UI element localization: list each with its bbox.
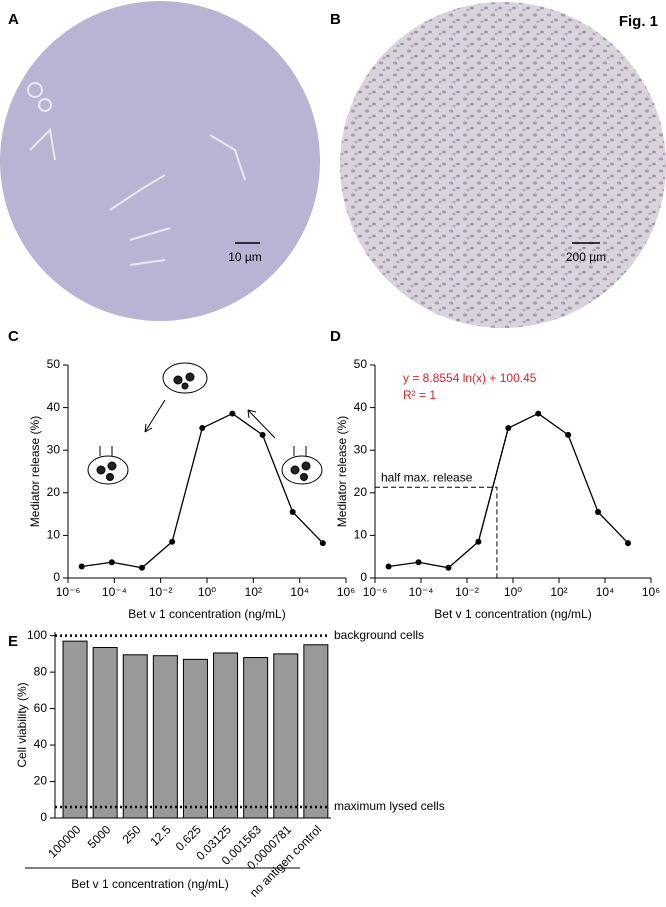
data-point xyxy=(229,410,236,417)
x-tick-label: 100000 xyxy=(45,822,83,860)
data-point xyxy=(108,559,115,566)
micrograph-a xyxy=(0,1,320,321)
x-tick-label: 10⁰ xyxy=(198,585,216,599)
x-axis-label: Bet v 1 concentration (ng/mL) xyxy=(71,877,228,891)
x-tick-label: 10⁻² xyxy=(149,585,173,599)
bar xyxy=(152,655,178,819)
y-tick-label: 0 xyxy=(40,810,47,824)
x-tick-label: 10⁻⁴ xyxy=(409,585,434,599)
equation: y = 8.8554 ln(x) + 100.45 xyxy=(403,371,537,385)
y-tick-label: 80 xyxy=(34,664,48,678)
data-point xyxy=(319,540,326,547)
data-point xyxy=(595,508,602,515)
y-tick-label: 10 xyxy=(47,528,61,542)
bar xyxy=(243,657,269,819)
data-point xyxy=(535,410,542,417)
bar xyxy=(62,640,88,819)
panel-label: C xyxy=(8,328,19,345)
y-tick-label: 0 xyxy=(360,570,367,584)
data-point xyxy=(625,540,631,547)
x-tick-label: 10⁻⁴ xyxy=(102,585,127,599)
y-tick-label: 50 xyxy=(354,357,368,371)
y-axis-label: Mediator release (%) xyxy=(335,416,349,527)
annotation: half max. release xyxy=(381,470,473,484)
y-tick-label: 30 xyxy=(354,442,368,456)
x-tick-label: 10⁶ xyxy=(337,585,355,599)
bar xyxy=(303,644,329,819)
data-point xyxy=(138,564,145,571)
data-point xyxy=(505,425,512,432)
data-line xyxy=(388,412,629,569)
reference-label: background cells xyxy=(334,628,424,642)
data-point xyxy=(78,563,85,570)
x-tick-label: 250 xyxy=(120,822,144,846)
bar xyxy=(122,654,148,819)
y-tick-label: 40 xyxy=(34,737,48,751)
y-tick-label: 100 xyxy=(27,628,47,642)
y-tick-label: 60 xyxy=(34,701,48,715)
bar xyxy=(182,658,208,819)
data-line xyxy=(81,412,324,569)
y-tick-label: 30 xyxy=(47,442,61,456)
x-tick-label: 10⁴ xyxy=(596,585,615,599)
x-tick-label: 10⁻⁶ xyxy=(56,585,81,599)
reference-label: maximum lysed cells xyxy=(334,799,445,813)
data-point xyxy=(565,431,572,438)
scale-label: 200 µm xyxy=(566,250,606,264)
y-tick-label: 20 xyxy=(354,485,368,499)
x-tick-label: 10⁻² xyxy=(455,585,479,599)
y-tick-label: 20 xyxy=(34,774,48,788)
data-point xyxy=(199,425,206,432)
cell-illustrations xyxy=(87,362,323,485)
panel-label: A xyxy=(8,11,19,28)
half-max-line xyxy=(375,486,498,578)
y-axis-label: Mediator release (%) xyxy=(28,416,42,527)
bar xyxy=(92,647,118,819)
bar xyxy=(213,652,239,819)
r-squared: R² = 1 xyxy=(403,388,436,402)
x-tick-label: 10² xyxy=(245,585,262,599)
x-tick-label: 10² xyxy=(550,585,567,599)
data-point xyxy=(445,564,452,571)
data-point xyxy=(289,508,296,515)
x-tick-label: 10⁶ xyxy=(642,585,660,599)
y-tick-label: 40 xyxy=(354,400,368,414)
panel-label: E xyxy=(8,633,18,650)
y-tick-label: 0 xyxy=(53,570,60,584)
y-tick-label: 10 xyxy=(354,528,368,542)
data-point xyxy=(169,538,176,545)
y-tick-label: 20 xyxy=(47,485,61,499)
data-point xyxy=(415,559,422,566)
figure-label: Fig. 1 xyxy=(619,13,658,30)
scale-label: 10 µm xyxy=(228,250,262,264)
x-axis-label: Bet v 1 concentration (ng/mL) xyxy=(128,607,285,621)
x-tick-label: 5000 xyxy=(85,822,114,851)
panel-label: B xyxy=(330,11,341,28)
bar xyxy=(273,653,299,819)
data-point xyxy=(259,431,266,438)
cells-a xyxy=(27,82,246,266)
x-tick-label: 12.5 xyxy=(147,822,174,849)
y-axis-label: Cell viability (%) xyxy=(15,682,29,767)
data-point xyxy=(385,563,392,570)
x-tick-label: 10⁻⁶ xyxy=(363,585,388,599)
data-point xyxy=(475,538,482,545)
x-axis-label: Bet v 1 concentration (ng/mL) xyxy=(434,607,591,621)
cells-b xyxy=(340,2,666,328)
panel-label: D xyxy=(330,328,341,345)
y-tick-label: 40 xyxy=(47,400,61,414)
y-tick-label: 50 xyxy=(47,357,61,371)
x-tick-label: 10⁰ xyxy=(504,585,522,599)
x-tick-label: 10⁴ xyxy=(290,585,309,599)
